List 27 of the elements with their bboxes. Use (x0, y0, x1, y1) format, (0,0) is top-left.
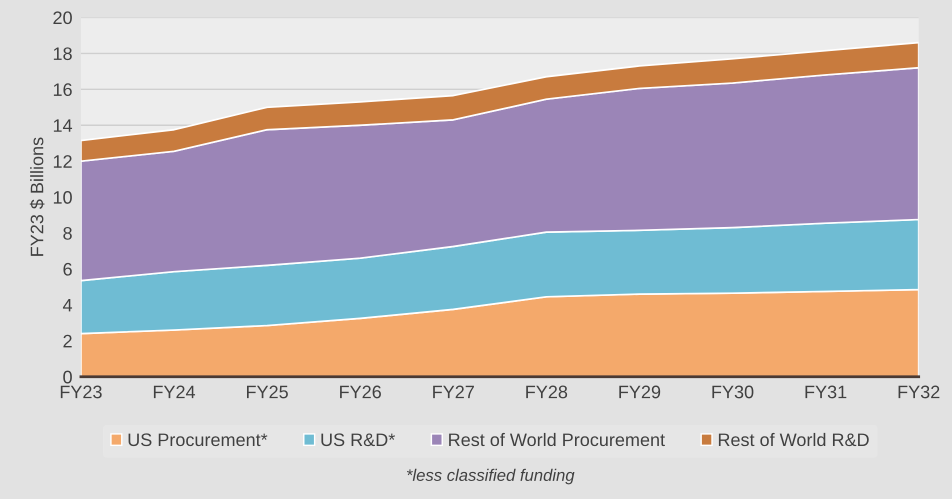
legend-label: US R&D* (321, 433, 396, 446)
y-tick-label: 0 (63, 370, 72, 384)
y-tick-label: 12 (54, 155, 72, 168)
x-tick-label: FY23 (60, 386, 102, 398)
legend-label: Rest of World R&D (718, 432, 869, 446)
x-tick-label: FY30 (712, 386, 754, 398)
y-tick-label: 14 (54, 119, 72, 132)
x-tick-label: FY28 (526, 386, 568, 398)
x-tick-label: FY32 (898, 386, 940, 398)
y-tick-label: 8 (63, 226, 72, 240)
legend-label: Rest of World Procurement (449, 432, 665, 446)
y-tick-label: 2 (63, 334, 72, 348)
x-tick-label: FY31 (806, 386, 846, 398)
x-tick-label: FY25 (246, 386, 288, 398)
y-tick-label: 16 (54, 83, 72, 96)
text: *less classified funding (406, 468, 574, 484)
y-tick-label: 18 (54, 47, 72, 60)
legend-label: US Procurement* (128, 433, 268, 446)
x-tick-label: FY29 (619, 386, 660, 398)
y-tick-label: 4 (62, 299, 72, 312)
x-tick-label: FY24 (154, 386, 196, 398)
y-tick-label: 20 (53, 11, 72, 24)
y-tick-label: 10 (54, 191, 72, 204)
x-tick-label: FY26 (340, 386, 381, 398)
y-axis-title: FY23 $ Billions (30, 138, 44, 256)
x-tick-label: FY27 (433, 386, 474, 398)
y-tick-label: 6 (63, 262, 72, 276)
